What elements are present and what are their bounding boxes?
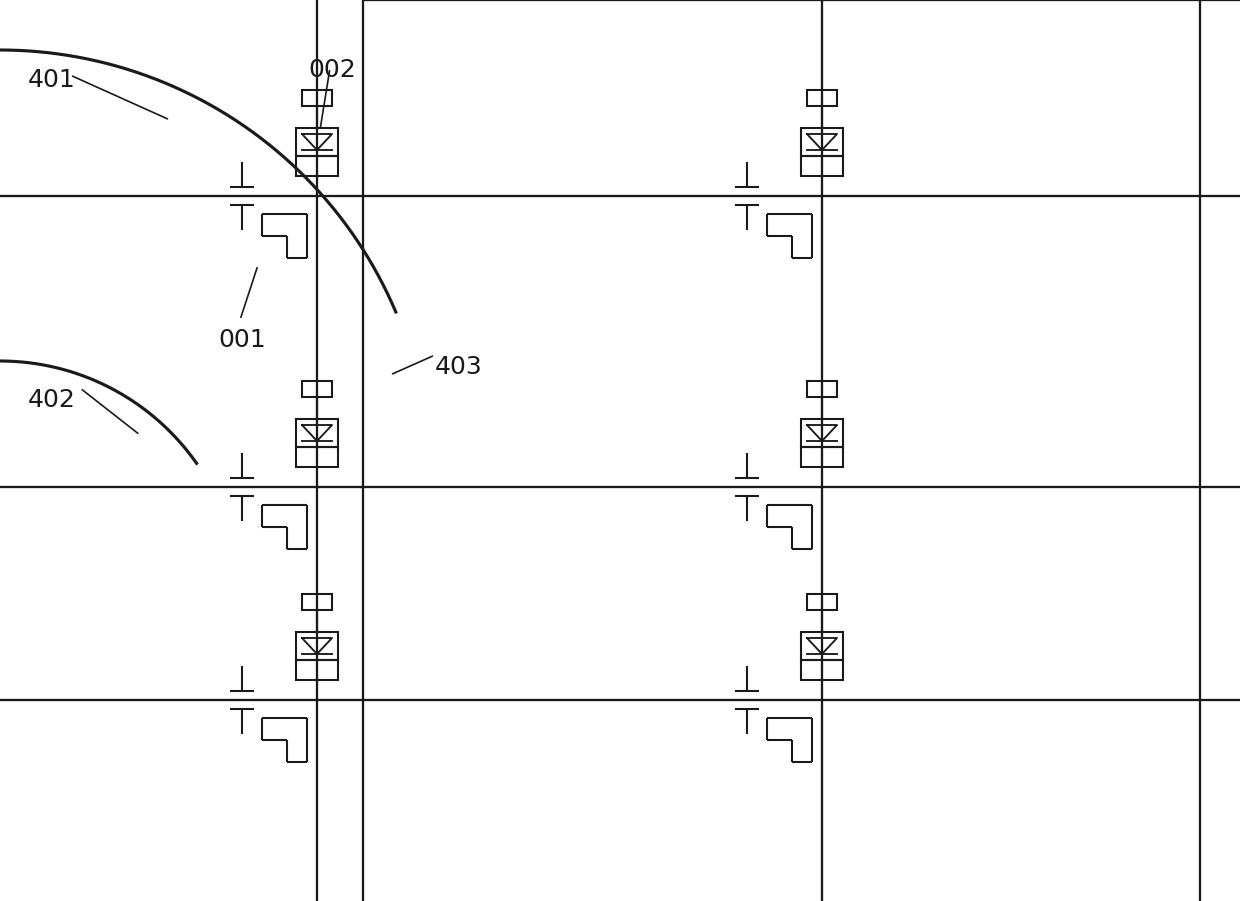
Bar bbox=[801, 156, 843, 176]
Bar bbox=[296, 156, 339, 176]
Bar bbox=[807, 381, 837, 397]
Bar bbox=[807, 594, 837, 610]
Text: 001: 001 bbox=[218, 328, 265, 352]
Bar bbox=[303, 381, 332, 397]
Bar bbox=[801, 632, 843, 660]
Bar bbox=[801, 447, 843, 467]
Bar bbox=[296, 632, 339, 660]
Bar bbox=[801, 419, 843, 447]
Text: 403: 403 bbox=[435, 355, 482, 379]
Bar bbox=[807, 90, 837, 106]
Bar bbox=[296, 419, 339, 447]
Bar bbox=[303, 594, 332, 610]
Bar bbox=[303, 90, 332, 106]
Bar bbox=[801, 128, 843, 156]
Text: 402: 402 bbox=[29, 388, 76, 412]
Text: 002: 002 bbox=[308, 58, 356, 82]
Bar bbox=[801, 660, 843, 680]
Bar bbox=[296, 128, 339, 156]
Text: 401: 401 bbox=[29, 68, 76, 92]
Bar bbox=[296, 447, 339, 467]
Bar bbox=[296, 660, 339, 680]
